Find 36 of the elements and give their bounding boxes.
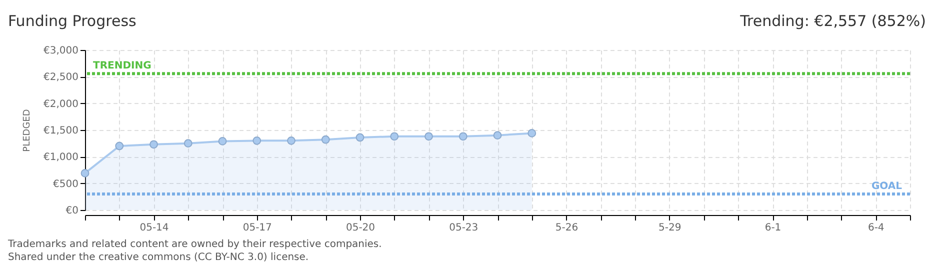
point bbox=[184, 139, 192, 148]
ref-line-label: TRENDING bbox=[93, 60, 152, 72]
x-tick-label: 05-23 bbox=[449, 222, 478, 234]
point bbox=[528, 129, 536, 138]
ref-line-label: GOAL bbox=[871, 181, 903, 192]
point bbox=[115, 142, 124, 150]
text: Shared under the creative commons (CC BY-NC 3.0) license. bbox=[8, 251, 310, 264]
x-tick-label: 6-4 bbox=[868, 222, 884, 234]
point bbox=[458, 132, 468, 141]
point bbox=[252, 136, 262, 145]
x-tick-label: 5-29 bbox=[658, 222, 682, 234]
point bbox=[150, 140, 158, 149]
chart-subtitle: Trending: €2,557 (852%) bbox=[740, 12, 926, 30]
x-tick-label: 5-26 bbox=[555, 222, 578, 234]
point bbox=[493, 131, 502, 140]
y-tick-label: €2,000 bbox=[44, 98, 78, 110]
y-tick-label: €1,000 bbox=[44, 152, 78, 164]
x-tick-label: 6-1 bbox=[764, 222, 782, 234]
y-axis-title: PLEDGED bbox=[22, 109, 33, 152]
text: Trademarks and related content are owned by their respective companies. bbox=[8, 238, 382, 251]
y-tick-label: €500 bbox=[53, 178, 78, 190]
point bbox=[218, 137, 227, 146]
point bbox=[356, 133, 364, 142]
y-tick-label: €1,500 bbox=[44, 126, 78, 136]
chart-title: Funding Progress bbox=[8, 12, 136, 30]
point bbox=[321, 135, 330, 144]
y-tick-label: €2,500 bbox=[44, 72, 78, 84]
point bbox=[80, 169, 90, 178]
x-tick-label: 05-20 bbox=[346, 222, 376, 234]
y-tick-label: €0 bbox=[66, 206, 78, 216]
x-tick-label: 05-14 bbox=[140, 222, 169, 234]
point bbox=[390, 132, 399, 141]
point bbox=[287, 136, 296, 145]
point bbox=[424, 132, 433, 141]
x-tick-label: 05-17 bbox=[242, 222, 272, 234]
y-tick-label: €3,000 bbox=[44, 46, 78, 56]
